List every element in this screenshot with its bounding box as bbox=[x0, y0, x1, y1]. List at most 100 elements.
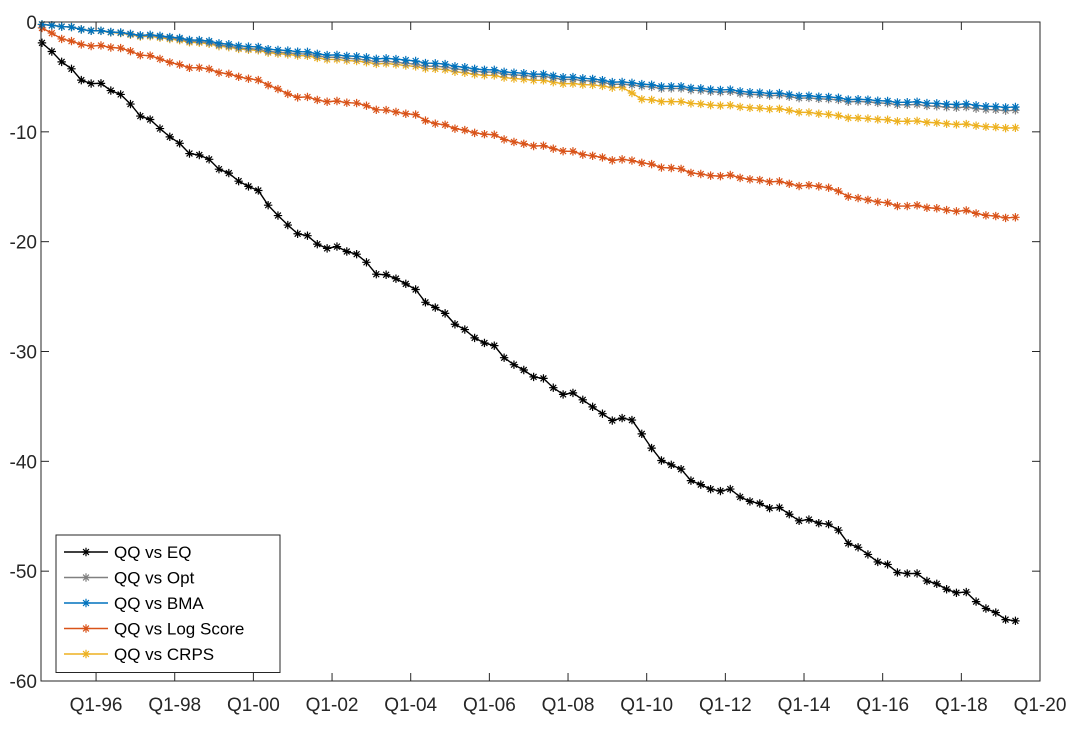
data-point-qq-vs-eq bbox=[971, 597, 981, 606]
data-point-qq-vs-log-score bbox=[440, 120, 450, 129]
data-point-qq-vs-bma bbox=[676, 82, 686, 91]
data-point-qq-vs-log-score bbox=[568, 147, 578, 156]
data-point-qq-vs-log-score bbox=[549, 144, 558, 153]
data-point-qq-vs-eq bbox=[726, 484, 735, 494]
data-point-qq-vs-log-score bbox=[57, 34, 66, 44]
data-point-qq-vs-eq bbox=[539, 374, 548, 383]
data-point-qq-vs-bma bbox=[214, 39, 224, 48]
x-tick-label: Q1-04 bbox=[384, 695, 437, 716]
data-point-qq-vs-crps bbox=[676, 97, 686, 106]
data-point-qq-vs-bma bbox=[696, 84, 705, 93]
legend-label: QQ vs Log Score bbox=[114, 620, 244, 639]
x-tick-label: Q1-96 bbox=[70, 695, 123, 716]
data-point-qq-vs-eq bbox=[627, 415, 637, 425]
legend-item-qq-vs-crps: QQ vs CRPS bbox=[64, 645, 214, 664]
legend-label: QQ vs CRPS bbox=[114, 645, 214, 664]
data-point-qq-vs-crps bbox=[686, 99, 696, 108]
data-point-qq-vs-bma bbox=[893, 98, 902, 107]
data-point-qq-vs-bma bbox=[322, 50, 332, 60]
data-point-qq-vs-bma bbox=[499, 67, 509, 77]
data-point-qq-vs-bma bbox=[794, 91, 804, 101]
data-point-qq-vs-eq bbox=[96, 79, 106, 88]
data-point-qq-vs-log-score bbox=[686, 168, 696, 178]
legend-label: QQ vs EQ bbox=[114, 543, 191, 562]
data-point-qq-vs-eq bbox=[834, 525, 843, 535]
legend-label: QQ vs BMA bbox=[114, 594, 204, 613]
series-qq-vs-eq bbox=[37, 38, 1020, 626]
data-point-qq-vs-log-score bbox=[86, 41, 96, 51]
data-point-qq-vs-eq bbox=[922, 576, 932, 586]
data-point-qq-vs-log-score bbox=[824, 183, 833, 192]
data-point-qq-vs-eq bbox=[332, 242, 342, 251]
data-point-qq-vs-eq bbox=[372, 270, 381, 279]
x-tick-label: Q1-20 bbox=[1014, 695, 1067, 716]
data-point-qq-vs-eq bbox=[136, 111, 145, 121]
data-point-qq-vs-eq bbox=[588, 402, 597, 412]
data-point-qq-vs-eq bbox=[77, 75, 86, 85]
data-point-qq-vs-eq bbox=[912, 569, 922, 578]
data-point-qq-vs-log-score bbox=[96, 41, 106, 50]
data-point-qq-vs-log-score bbox=[726, 170, 735, 180]
data-point-qq-vs-eq bbox=[175, 139, 184, 148]
data-point-qq-vs-log-score bbox=[794, 181, 804, 191]
data-point-qq-vs-crps bbox=[834, 111, 843, 120]
data-point-qq-vs-bma bbox=[863, 95, 873, 104]
data-point-qq-vs-log-score bbox=[706, 171, 715, 180]
data-point-qq-vs-crps bbox=[765, 104, 774, 114]
x-tick-label: Q1-02 bbox=[306, 695, 359, 716]
data-point-qq-vs-bma bbox=[381, 54, 391, 63]
series-qq-vs-log-score bbox=[37, 23, 1020, 223]
data-point-qq-vs-bma bbox=[86, 26, 96, 35]
data-point-qq-vs-bma bbox=[539, 69, 548, 79]
data-point-qq-vs-eq bbox=[598, 409, 607, 418]
data-point-qq-vs-log-score bbox=[401, 109, 410, 118]
data-point-qq-vs-crps bbox=[775, 104, 784, 113]
data-point-qq-vs-log-score bbox=[981, 211, 991, 220]
data-point-qq-vs-log-score bbox=[735, 173, 745, 183]
data-point-qq-vs-log-score bbox=[637, 158, 646, 168]
data-point-qq-vs-eq bbox=[883, 560, 892, 569]
data-point-qq-vs-eq bbox=[1011, 616, 1020, 626]
data-point-qq-vs-crps bbox=[814, 109, 823, 118]
data-point-qq-vs-bma bbox=[765, 89, 774, 98]
data-point-qq-vs-bma bbox=[509, 68, 519, 77]
data-point-qq-vs-eq bbox=[499, 353, 509, 362]
data-point-qq-vs-log-score bbox=[204, 64, 214, 74]
data-point-qq-vs-crps bbox=[981, 122, 991, 131]
data-point-qq-vs-log-score bbox=[460, 125, 469, 135]
data-point-qq-vs-bma bbox=[313, 49, 322, 58]
data-point-qq-vs-eq bbox=[401, 279, 410, 289]
data-point-qq-vs-eq bbox=[863, 550, 873, 559]
x-tick-label: Q1-00 bbox=[227, 695, 280, 716]
data-point-qq-vs-bma bbox=[903, 98, 912, 107]
data-point-qq-vs-bma bbox=[224, 39, 234, 49]
data-point-qq-vs-crps bbox=[883, 115, 892, 124]
legend-marker bbox=[81, 624, 91, 633]
data-point-qq-vs-log-score bbox=[342, 98, 351, 107]
data-point-qq-vs-log-score bbox=[254, 75, 263, 85]
data-point-qq-vs-bma bbox=[47, 21, 57, 30]
data-point-qq-vs-log-score bbox=[893, 201, 902, 211]
data-point-qq-vs-bma bbox=[962, 99, 971, 109]
data-point-qq-vs-log-score bbox=[450, 124, 460, 133]
data-point-qq-vs-log-score bbox=[667, 163, 676, 173]
data-point-qq-vs-eq bbox=[608, 416, 617, 425]
series-line-qq-vs-bma bbox=[41, 23, 1016, 109]
data-point-qq-vs-bma bbox=[372, 54, 381, 64]
data-point-qq-vs-log-score bbox=[716, 171, 725, 181]
data-point-qq-vs-eq bbox=[853, 543, 863, 552]
data-point-qq-vs-log-score bbox=[558, 146, 568, 156]
data-point-qq-vs-crps bbox=[932, 118, 941, 127]
data-point-qq-vs-eq bbox=[116, 90, 125, 99]
data-point-qq-vs-log-score bbox=[283, 89, 292, 99]
data-point-qq-vs-bma bbox=[273, 45, 283, 55]
data-point-qq-vs-bma bbox=[558, 73, 568, 82]
data-point-qq-vs-crps bbox=[785, 106, 794, 115]
legend-item-qq-vs-bma: QQ vs BMA bbox=[64, 594, 204, 613]
data-point-qq-vs-crps bbox=[558, 79, 568, 88]
data-point-qq-vs-log-score bbox=[224, 69, 234, 79]
data-point-qq-vs-log-score bbox=[372, 105, 381, 115]
data-point-qq-vs-bma bbox=[608, 77, 617, 87]
data-point-qq-vs-eq bbox=[165, 132, 175, 142]
